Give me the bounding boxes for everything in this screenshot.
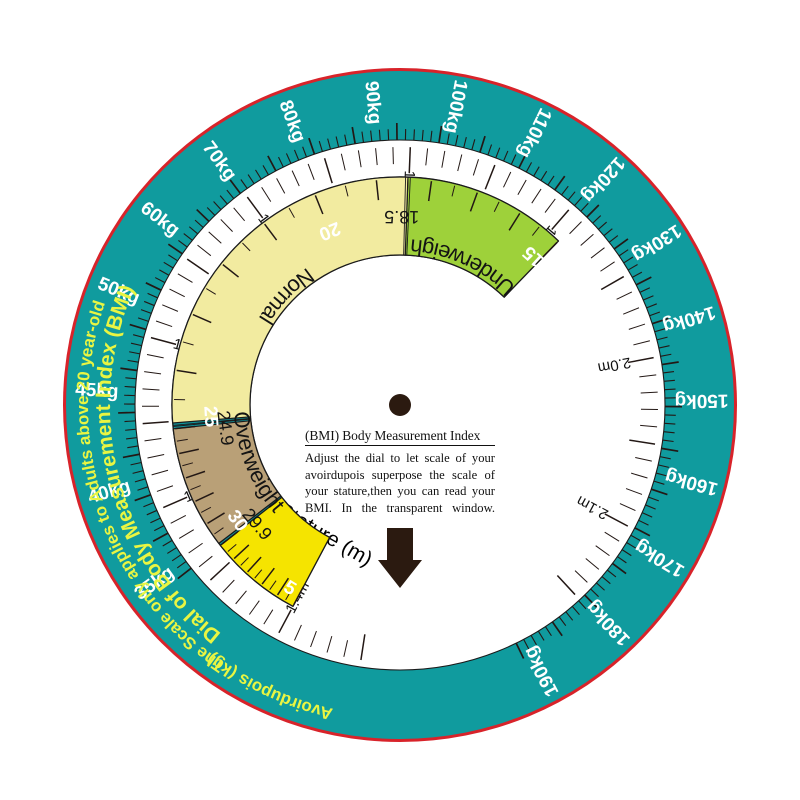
info-line-1: Adjust the dial to let scale of your (305, 451, 495, 465)
bmi-band-overweight[interactable] (172, 420, 282, 544)
weight-label-150kg: 150kg (674, 390, 728, 412)
stature-label-2.0m: 2.0m (596, 354, 632, 377)
info-line-3: your stature,then you can read your (305, 484, 495, 499)
info-line-2: avoirdupois superpose the scale of (305, 467, 495, 482)
stature-tick-marks (142, 147, 658, 661)
info-panel-heading: (BMI) Body Measurement Index (305, 428, 495, 446)
indicator-arrow (378, 528, 422, 588)
info-line-4: BMI. In the transparent window. (305, 500, 495, 515)
bmi-mark-18-5: 18.5 (384, 207, 419, 227)
bmi-band-underweight[interactable] (404, 176, 559, 298)
bmi-window-ticks (174, 179, 558, 605)
weight-label-45kg: 45kg (75, 379, 119, 402)
dial-hub-pin[interactable] (389, 394, 411, 416)
weight-tick-marks (118, 123, 683, 659)
indicator-arrow-glyph (378, 528, 422, 588)
bmi-band-normal[interactable] (171, 176, 409, 424)
bmi-mark-25: 25 (199, 405, 221, 428)
bmi-window-bands[interactable] (171, 176, 560, 608)
weight-label-90kg: 90kg (360, 80, 385, 125)
info-panel-body: Adjust the dial to let scale of your avo… (305, 450, 495, 516)
bmi-mark-24-9: 24.9 (213, 409, 237, 446)
info-panel: (BMI) Body Measurement Index Adjust the … (305, 428, 495, 516)
